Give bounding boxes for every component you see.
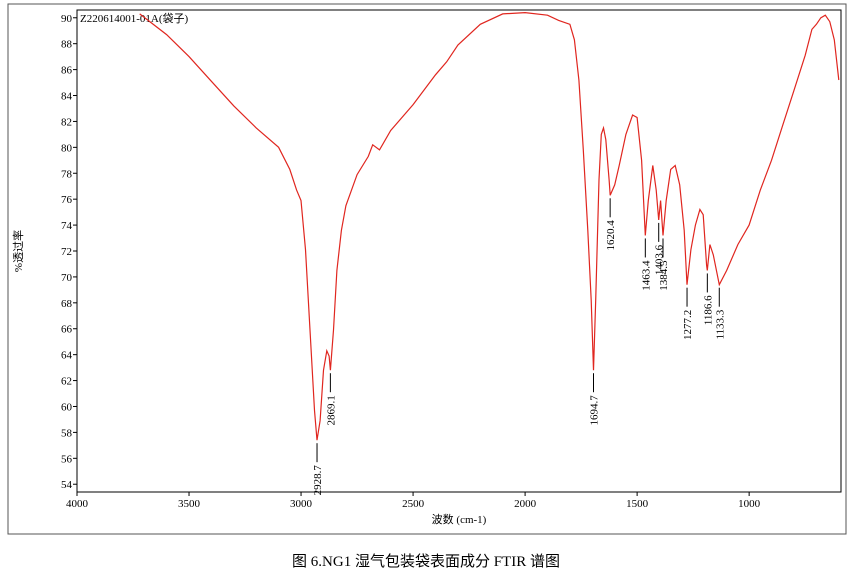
x-tick-label: 2500 [402, 498, 425, 510]
peak-label: 1694.7 [588, 395, 600, 426]
peak-label: 1620.4 [605, 220, 617, 251]
y-tick-label: 80 [61, 142, 73, 154]
x-tick-label: 2000 [514, 498, 537, 510]
peak-label: 1384.5 [658, 260, 670, 291]
peak-label: 1186.6 [702, 295, 714, 325]
y-tick-label: 64 [61, 350, 73, 362]
x-tick-label: 1000 [738, 498, 761, 510]
peak-label: 1277.2 [682, 310, 694, 340]
y-tick-label: 66 [61, 324, 73, 336]
plot-area [76, 9, 842, 493]
spectrum-line [139, 11, 840, 441]
y-tick-label: 86 [61, 65, 73, 77]
chart-title: Z220614001-01A(袋子) [80, 11, 188, 25]
peak-label: 1463.4 [640, 260, 652, 291]
y-tick-label: 54 [61, 479, 73, 491]
y-tick-label: 74 [61, 220, 73, 232]
y-tick-label: 68 [61, 298, 73, 310]
y-tick-label: 56 [61, 453, 73, 465]
peak-label: 2928.7 [312, 465, 324, 496]
frame [7, 3, 847, 535]
y-tick-label: 90 [61, 13, 73, 25]
x-tick-label: 3500 [178, 498, 201, 510]
x-tick-label: 4000 [66, 498, 89, 510]
y-tick-label: 82 [61, 116, 72, 128]
peak-label: 2869.1 [325, 395, 337, 425]
y-tick-label: 84 [61, 91, 73, 103]
x-tick-label: 3000 [290, 498, 313, 510]
y-tick-label: 76 [61, 194, 73, 206]
x-tick-label: 1500 [626, 498, 649, 510]
x-axis-label: 波数 (cm-1) [432, 513, 487, 526]
peak-label: 1133.3 [714, 309, 726, 339]
y-axis-label: %透过率 [11, 230, 25, 272]
y-tick-label: 78 [61, 168, 73, 180]
y-tick-label: 58 [61, 427, 73, 439]
caption: 图 6.NG1 湿气包装袋表面成分 FTIR 谱图 [292, 553, 560, 570]
y-tick-label: 72 [61, 246, 72, 258]
y-tick-label: 88 [61, 39, 73, 51]
y-tick-label: 70 [61, 272, 73, 284]
y-tick-label: 60 [61, 401, 73, 413]
y-tick-label: 62 [61, 376, 72, 388]
